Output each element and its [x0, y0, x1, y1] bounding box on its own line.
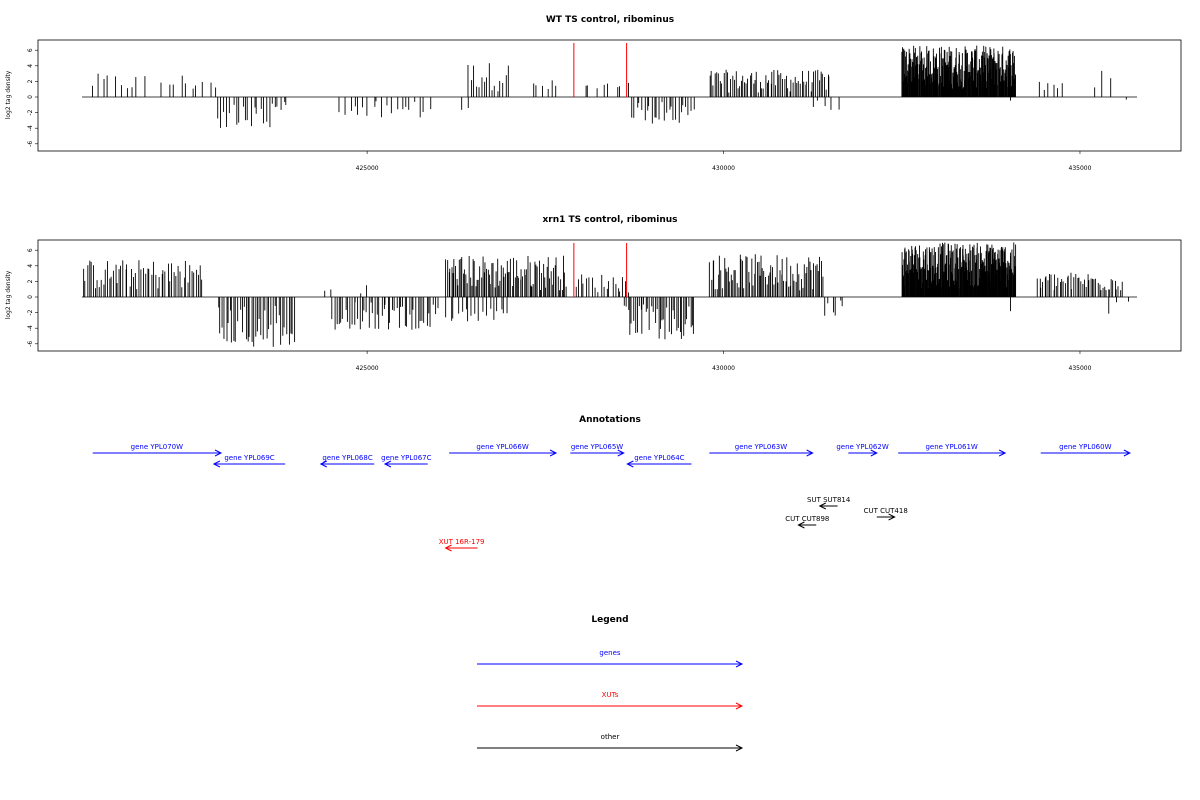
feature-label: gene YPL062W — [836, 443, 888, 451]
series-plus-strand — [92, 45, 1112, 97]
plot-frame — [37, 39, 1182, 152]
feature-arrow: gene YPL062W — [836, 443, 889, 457]
y-tick-label: -4 — [27, 125, 34, 131]
y-tick-label: 2 — [27, 279, 34, 283]
y-tick-label: -6 — [27, 341, 34, 347]
arrow-head — [870, 449, 878, 457]
arrow-head — [735, 744, 744, 752]
feature-label: gene YPL069C — [224, 454, 274, 462]
x-tick-label: 430000 — [712, 165, 735, 172]
arrow-head — [214, 449, 223, 457]
y-tick-label: 2 — [27, 79, 34, 83]
arrow-head — [626, 460, 634, 468]
feature-arrow: SUT SUT814 — [807, 496, 851, 510]
wt-track-title: WT TS control, ribominus — [546, 15, 674, 25]
legend-item: other — [477, 733, 744, 752]
wt-track-panel: WT TS control, ribominus log2 tag densit… — [5, 15, 1182, 172]
feature-arrow: XUT 16R-179 — [439, 538, 485, 552]
feature-label: CUT CUT898 — [785, 515, 829, 523]
feature-arrow: gene YPL064C — [626, 454, 692, 468]
feature-label: CUT CUT418 — [864, 507, 908, 515]
legend-item: genes — [477, 649, 744, 668]
feature-label: gene YPL068C — [322, 454, 372, 462]
feature-label: gene YPL060W — [1059, 443, 1111, 451]
arrow-head — [1123, 449, 1131, 457]
feature-label: gene YPL070W — [131, 443, 183, 451]
y-tick-label: -6 — [27, 141, 34, 147]
feature-arrow: gene YPL060W — [1040, 443, 1131, 457]
y-tick-label: 0 — [27, 295, 34, 299]
arrow-head — [212, 460, 221, 468]
feature-arrow: gene YPL067C — [381, 454, 432, 468]
series-minus-strand — [218, 297, 1129, 347]
arrow-head — [735, 702, 744, 710]
xrn1-track-ylabel: log2 tag density — [5, 270, 12, 319]
xrn1-track-panel: xrn1 TS control, ribominus log2 tag dens… — [5, 215, 1182, 372]
arrow-head — [735, 660, 744, 668]
y-tick-label: 6 — [27, 248, 34, 252]
series-minus-strand — [217, 97, 1127, 128]
arrow-head — [888, 513, 896, 521]
arrow-head — [818, 502, 827, 510]
legend-item: XUTs — [477, 691, 744, 710]
feature-arrow: CUT CUT898 — [785, 515, 829, 529]
arrow-head — [797, 521, 805, 529]
feature-arrow: gene YPL061W — [898, 443, 1007, 457]
arrow-head — [444, 544, 452, 552]
wt-track-ylabel: log2 tag density — [5, 70, 12, 119]
annotations-title: Annotations — [579, 415, 641, 425]
arrow-head — [549, 449, 558, 457]
feature-label: gene YPL061W — [925, 443, 977, 451]
arrow-head — [383, 460, 392, 468]
annotations-panel: Annotations gene YPL070W gene YPL069C gene… — [92, 415, 1131, 552]
feature-arrow: gene YPL063W — [709, 443, 814, 457]
y-tick-label: 4 — [27, 64, 34, 68]
feature-arrow: gene YPL069C — [212, 454, 286, 468]
y-tick-label: 4 — [27, 264, 34, 268]
x-tick-label: 435000 — [1069, 165, 1092, 172]
arrow-head — [998, 449, 1007, 457]
feature-arrow: CUT CUT418 — [864, 507, 908, 521]
feature-arrow: gene YPL065W — [570, 443, 625, 457]
xrn1-track-title: xrn1 TS control, ribominus — [542, 215, 677, 225]
feature-label: gene YPL065W — [571, 443, 623, 451]
feature-arrow: gene YPL066W — [449, 443, 558, 457]
arrow-head — [617, 449, 625, 457]
feature-arrow: gene YPL070W — [92, 443, 223, 457]
legend-label: genes — [599, 649, 620, 657]
feature-label: gene YPL063W — [735, 443, 787, 451]
feature-label: XUT 16R-179 — [439, 538, 485, 546]
y-tick-label: -2 — [27, 109, 34, 115]
y-tick-label: -2 — [27, 309, 34, 315]
arrow-head — [806, 449, 814, 457]
y-tick-label: 6 — [27, 48, 34, 52]
x-tick-label: 425000 — [356, 165, 379, 172]
feature-label: gene YPL067C — [381, 454, 431, 462]
series-plus-strand — [83, 242, 1123, 297]
feature-label: SUT SUT814 — [807, 496, 851, 504]
legend-label: other — [601, 733, 620, 741]
feature-label: gene YPL064C — [634, 454, 684, 462]
feature-label: gene YPL066W — [476, 443, 528, 451]
feature-arrow: gene YPL068C — [319, 454, 375, 468]
arrow-head — [319, 460, 328, 468]
legend-panel: Legend genes XUTs other — [477, 615, 744, 752]
x-tick-label: 425000 — [356, 365, 379, 372]
y-tick-label: 0 — [27, 95, 34, 99]
plot-frame — [37, 239, 1182, 352]
x-tick-label: 435000 — [1069, 365, 1092, 372]
x-tick-label: 430000 — [712, 365, 735, 372]
legend-title: Legend — [591, 615, 628, 625]
legend-label: XUTs — [602, 691, 619, 699]
y-tick-label: -4 — [27, 325, 34, 331]
